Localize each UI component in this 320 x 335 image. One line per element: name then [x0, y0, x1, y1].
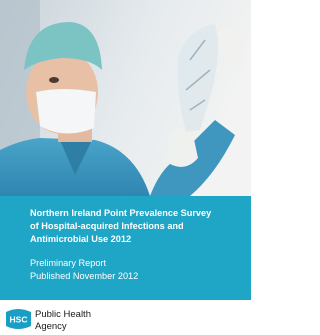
- logo-mark: HSC: [10, 315, 28, 325]
- logo-name: Agency: [35, 321, 67, 332]
- subtitle-line: Preliminary Report: [30, 258, 107, 268]
- cover-photo: [0, 0, 251, 196]
- title-line: Northern Ireland Point Prevalence Survey: [30, 208, 212, 218]
- subtitle-line: Published November 2012: [30, 271, 138, 281]
- logo: HSC Public Health Agency: [6, 309, 91, 332]
- title-line: of Hospital-acquired Infections and: [30, 221, 184, 231]
- logo-name: Public Health: [35, 309, 91, 320]
- report-cover: Northern Ireland Point Prevalence Survey…: [0, 0, 251, 335]
- title-line: Antimicrobial Use 2012: [30, 234, 131, 244]
